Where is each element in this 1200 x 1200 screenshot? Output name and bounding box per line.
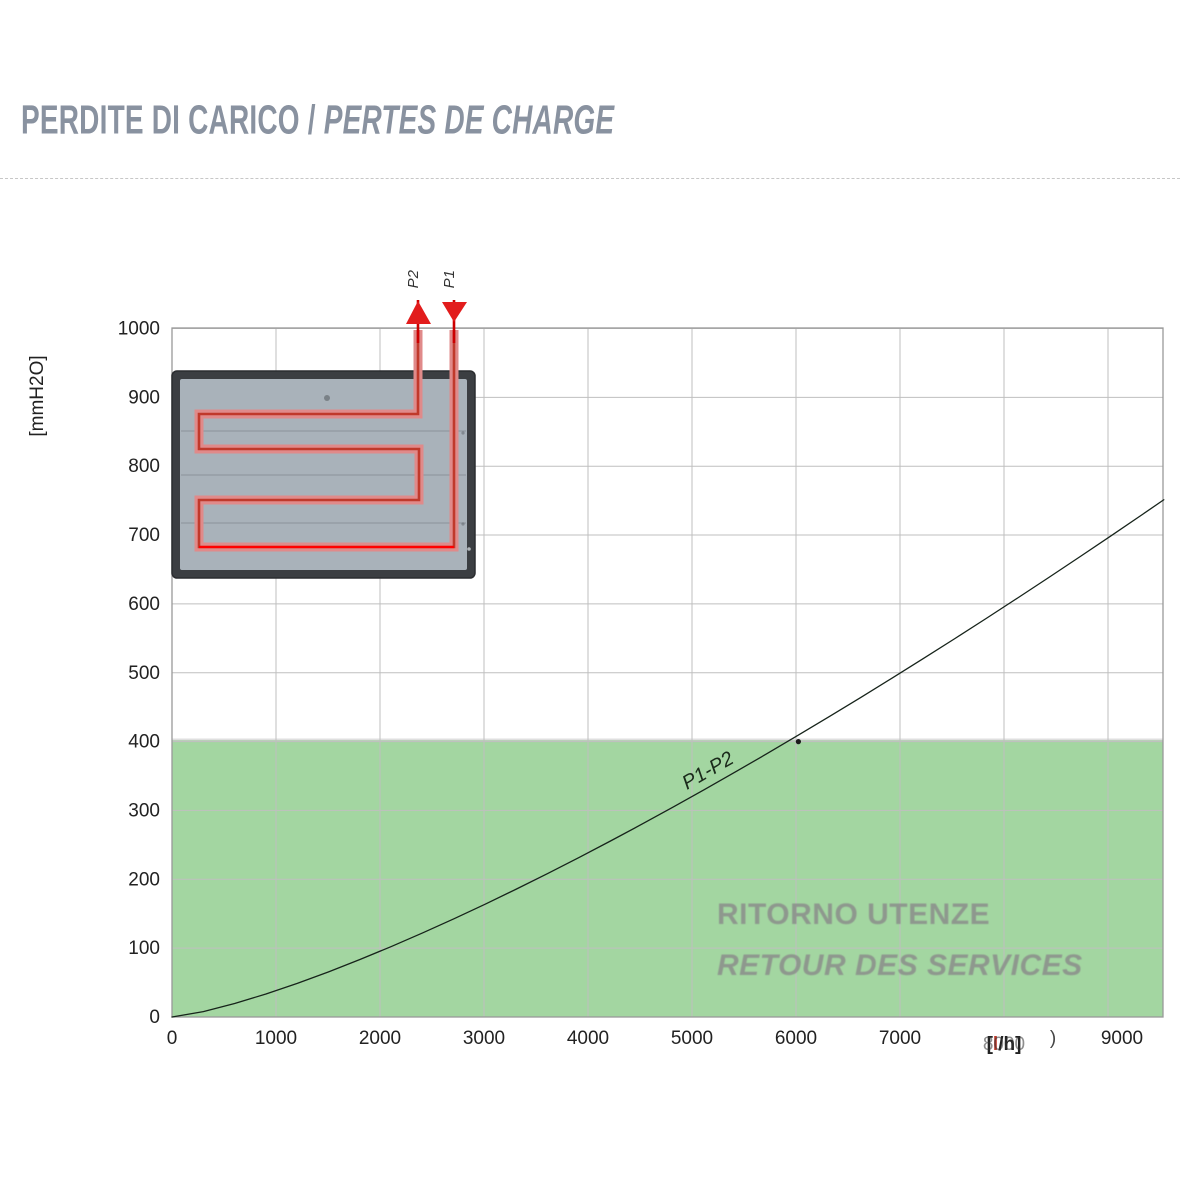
svg-text:200: 200	[128, 869, 160, 890]
svg-text:2000: 2000	[359, 1028, 401, 1049]
svg-text:300: 300	[128, 800, 160, 821]
svg-text:900: 900	[128, 387, 160, 408]
svg-text:4000: 4000	[567, 1028, 609, 1049]
svg-text:[mmH2O]: [mmH2O]	[27, 355, 48, 436]
svg-text:1000: 1000	[255, 1028, 297, 1049]
svg-text:RETOUR DES SERVICES: RETOUR DES SERVICES	[717, 949, 1083, 982]
svg-text:0: 0	[167, 1028, 178, 1049]
svg-text:8000: 8000	[983, 1034, 1025, 1055]
svg-text:9000: 9000	[1101, 1028, 1143, 1049]
svg-text:P2: P2	[405, 269, 422, 288]
svg-text:700: 700	[128, 525, 160, 546]
svg-text:RITORNO UTENZE: RITORNO UTENZE	[717, 898, 990, 931]
svg-text:1000: 1000	[118, 319, 160, 340]
svg-text:800: 800	[128, 456, 160, 477]
svg-text:5000: 5000	[671, 1028, 713, 1049]
svg-text:P1: P1	[441, 270, 458, 288]
svg-text:500: 500	[128, 663, 160, 684]
svg-text:3000: 3000	[463, 1028, 505, 1049]
svg-text:0: 0	[149, 1007, 160, 1028]
svg-text:7000: 7000	[879, 1028, 921, 1049]
svg-text:6000: 6000	[775, 1028, 817, 1049]
svg-text:): )	[1050, 1028, 1056, 1049]
svg-text:600: 600	[128, 594, 160, 615]
svg-text:400: 400	[128, 732, 160, 753]
svg-text:100: 100	[128, 938, 160, 959]
